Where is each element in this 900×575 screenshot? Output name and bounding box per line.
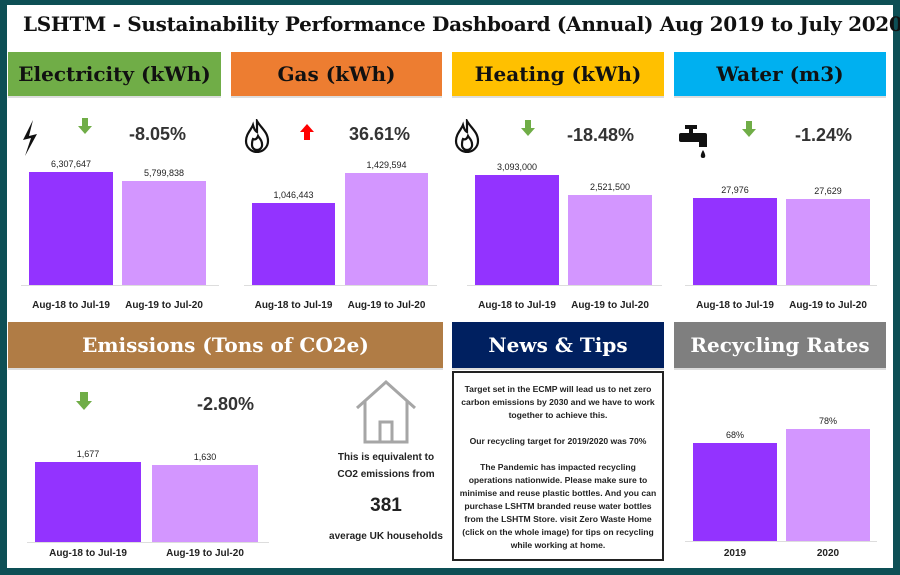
gas-bar [345, 173, 428, 285]
chart-axis [685, 541, 877, 542]
water-data-label: 27,629 [814, 185, 842, 196]
tile-label: Gas (kWh) [277, 62, 396, 86]
electricity-category-label: Aug-18 to Jul-19 [32, 300, 110, 311]
gas-data-label: 1,429,594 [366, 160, 407, 171]
recycling-data-label: 68% [725, 430, 744, 441]
equivalent-text: This is equivalent to [337, 452, 435, 463]
heating-category-label: Aug-19 to Jul-20 [571, 300, 649, 311]
news-paragraph: Our recycling target for 2019/2020 was 7… [469, 436, 647, 446]
chart-axis [21, 285, 219, 286]
heating-bar [568, 194, 652, 285]
tile-news: News & Tips [452, 322, 664, 370]
tile-label: Heating (kWh) [474, 62, 642, 86]
lightning-icon [23, 120, 37, 156]
heating-data-label: 2,521,500 [589, 181, 631, 192]
water-bar [693, 197, 777, 285]
news-paragraph: Target set in the ECMP will lead us to n… [461, 384, 655, 420]
electricity-change: -8.05% [129, 124, 187, 144]
tile-water: Water (m3) [674, 52, 886, 98]
water-category-label: Aug-19 to Jul-20 [789, 300, 867, 311]
heating-category-label: Aug-18 to Jul-19 [478, 300, 556, 311]
flame-icon [454, 119, 480, 153]
recycling-category-label: 2019 [723, 548, 747, 559]
gas-category-label: Aug-18 to Jul-19 [254, 300, 333, 311]
electricity-data-label: 6,307,647 [50, 159, 92, 170]
tile-electricity: Electricity (kWh) [8, 52, 221, 98]
house-icon [355, 379, 417, 444]
recycling-category-label: 2020 [816, 548, 840, 559]
emissions-category-label: Aug-18 to Jul-19 [49, 548, 127, 559]
emissions-category-label: Aug-19 to Jul-20 [166, 548, 244, 559]
heating-change: -18.48% [567, 125, 635, 145]
emissions-data-label: 1,630 [193, 451, 217, 462]
electricity-bar [122, 181, 206, 285]
tile-emissions: Emissions (Tons of CO2e) [8, 322, 443, 370]
flame-icon [244, 119, 270, 153]
tile-heating: Heating (kWh) [452, 52, 664, 98]
dashboard: LSHTM - Sustainability Performance Dashb… [7, 5, 900, 568]
recycling-bar [786, 428, 870, 541]
tile-gas: Gas (kWh) [231, 52, 442, 98]
gas-change: 36.61% [349, 124, 411, 144]
electricity-bar [29, 172, 113, 285]
news-box[interactable]: Target set in the ECMP will lead us to n… [452, 371, 664, 561]
chart-axis [685, 285, 877, 286]
tile-label: News & Tips [488, 333, 628, 357]
heating-bar [475, 174, 559, 285]
emissions-bar [35, 462, 141, 542]
arrow-down-icon [520, 119, 536, 142]
water-change: -1.24% [795, 125, 853, 145]
chart-axis [467, 285, 662, 286]
chart-axis [27, 542, 269, 543]
emissions-bar [152, 464, 258, 542]
arrow-down-icon [75, 391, 93, 416]
news-paragraph: The Pandemic has impacted recycling oper… [459, 462, 657, 550]
electricity-data-label: 5,799,838 [143, 168, 185, 179]
households-label: average UK households [329, 531, 443, 542]
households-count: 381 [370, 495, 402, 516]
gas-bar [252, 203, 335, 285]
electricity-category-label: Aug-19 to Jul-20 [125, 300, 203, 311]
arrow-up-icon [299, 123, 315, 146]
tile-label: Water (m3) [716, 62, 844, 86]
emissions-data-label: 1,677 [76, 449, 100, 460]
water-bar [786, 198, 870, 285]
tile-label: Recycling Rates [690, 333, 870, 357]
emissions-change: -2.80% [197, 394, 255, 414]
heating-data-label: 3,093,000 [496, 161, 538, 172]
gas-data-label: 1,046,443 [273, 190, 314, 201]
arrow-down-icon [77, 117, 93, 140]
water-category-label: Aug-18 to Jul-19 [696, 300, 774, 311]
tile-label: Electricity (kWh) [18, 62, 211, 86]
chart-axis [244, 285, 437, 286]
equivalent-text: CO2 emissions from [337, 469, 435, 480]
recycling-data-label: 78% [818, 415, 837, 426]
water-data-label: 27,976 [721, 184, 749, 195]
page-title: LSHTM - Sustainability Performance Dashb… [23, 12, 900, 36]
tile-label: Emissions (Tons of CO2e) [82, 333, 369, 357]
arrow-down-icon [741, 120, 757, 143]
tile-recycling: Recycling Rates [674, 322, 886, 370]
gas-category-label: Aug-19 to Jul-20 [347, 300, 426, 311]
tap-icon [679, 125, 707, 158]
recycling-bar [693, 443, 777, 541]
